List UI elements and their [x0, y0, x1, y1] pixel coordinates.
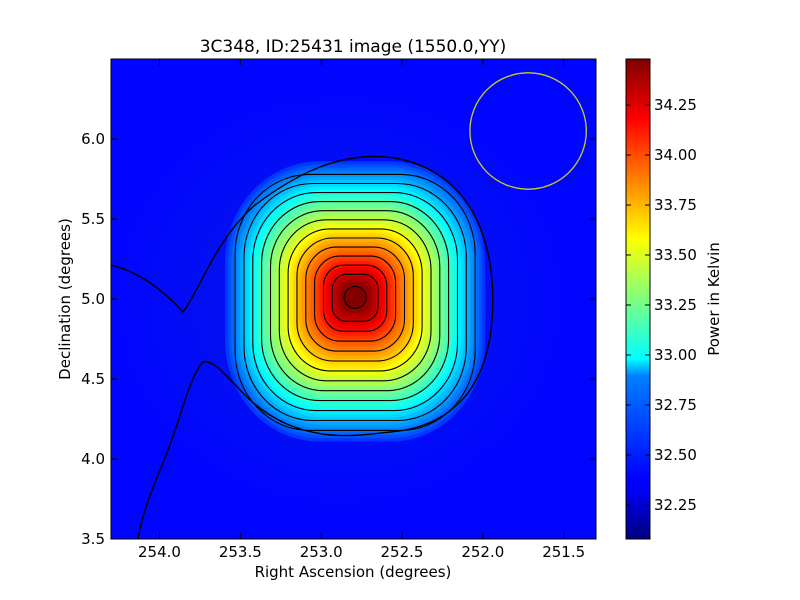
x-tick-label: 252.5 [381, 543, 424, 561]
x-tick-label: 254.0 [138, 543, 181, 561]
contour-line [314, 255, 397, 342]
colorbar-tick-label: 33.25 [654, 296, 697, 314]
contour-line [343, 285, 367, 309]
y-tick-label: 3.5 [81, 530, 105, 548]
y-tick-label: 5.5 [81, 210, 105, 228]
heatmap-image [111, 59, 596, 539]
colorbar-tick-label: 32.75 [654, 396, 697, 414]
x-tick-label: 252.0 [461, 543, 504, 561]
contour-line [322, 264, 388, 332]
colorbar-tick-label: 32.50 [654, 446, 697, 464]
contour-line [305, 246, 406, 352]
plot-area: 254.0 253.5 253.0 252.5 252.0 251.5 3.5 4.0 4.5… [81, 58, 597, 561]
contour-line [331, 273, 379, 322]
contour-line [261, 201, 450, 402]
contour-line [252, 192, 459, 412]
colorbar: 32.25 32.50 32.75 33.00 33.25 33.50 33.75 34.00… [625, 58, 723, 540]
x-axis-ticks: 254.0 253.5 253.0 252.5 252.0 251.5 [138, 59, 585, 561]
colorbar-tick-label: 33.00 [654, 346, 697, 364]
contour-line [287, 228, 423, 372]
contour-line [269, 210, 441, 392]
colorbar-tick-label: 34.00 [654, 146, 697, 164]
y-axis-ticks: 3.5 4.0 4.5 5.0 5.5 6.0 [81, 130, 596, 548]
colorbar-gradient [625, 58, 651, 540]
chart-title: 3C348, ID:25431 image (1550.0,YY) [200, 37, 507, 57]
contour-outer [111, 155, 494, 539]
y-tick-label: 4.0 [81, 450, 105, 468]
y-tick-label: 5.0 [81, 290, 105, 308]
colorbar-label: Power in Kelvin [705, 242, 723, 356]
x-tick-label: 253.5 [219, 543, 262, 561]
y-tick-label: 6.0 [81, 130, 105, 148]
colorbar-tick-label: 32.25 [654, 496, 697, 514]
x-axis-label: Right Ascension (degrees) [255, 563, 452, 581]
colorbar-tick-label: 33.50 [654, 246, 697, 264]
x-tick-label: 251.5 [542, 543, 585, 561]
colorbar-ticks: 32.25 32.50 32.75 33.00 33.25 33.50 33.75 34.00… [626, 96, 697, 514]
colorbar-tick-label: 34.25 [654, 96, 697, 114]
contour-lines [111, 155, 494, 539]
heatmap-peak [345, 287, 366, 308]
beam-circle [469, 72, 587, 190]
contour-line [234, 173, 476, 431]
colorbar-tick-label: 33.75 [654, 196, 697, 214]
y-axis-label: Declination (degrees) [56, 218, 74, 380]
y-tick-label: 4.5 [81, 370, 105, 388]
contour-line [278, 219, 432, 382]
x-tick-label: 253.0 [300, 543, 343, 561]
contour-line [296, 237, 414, 362]
contour-line [243, 182, 467, 422]
